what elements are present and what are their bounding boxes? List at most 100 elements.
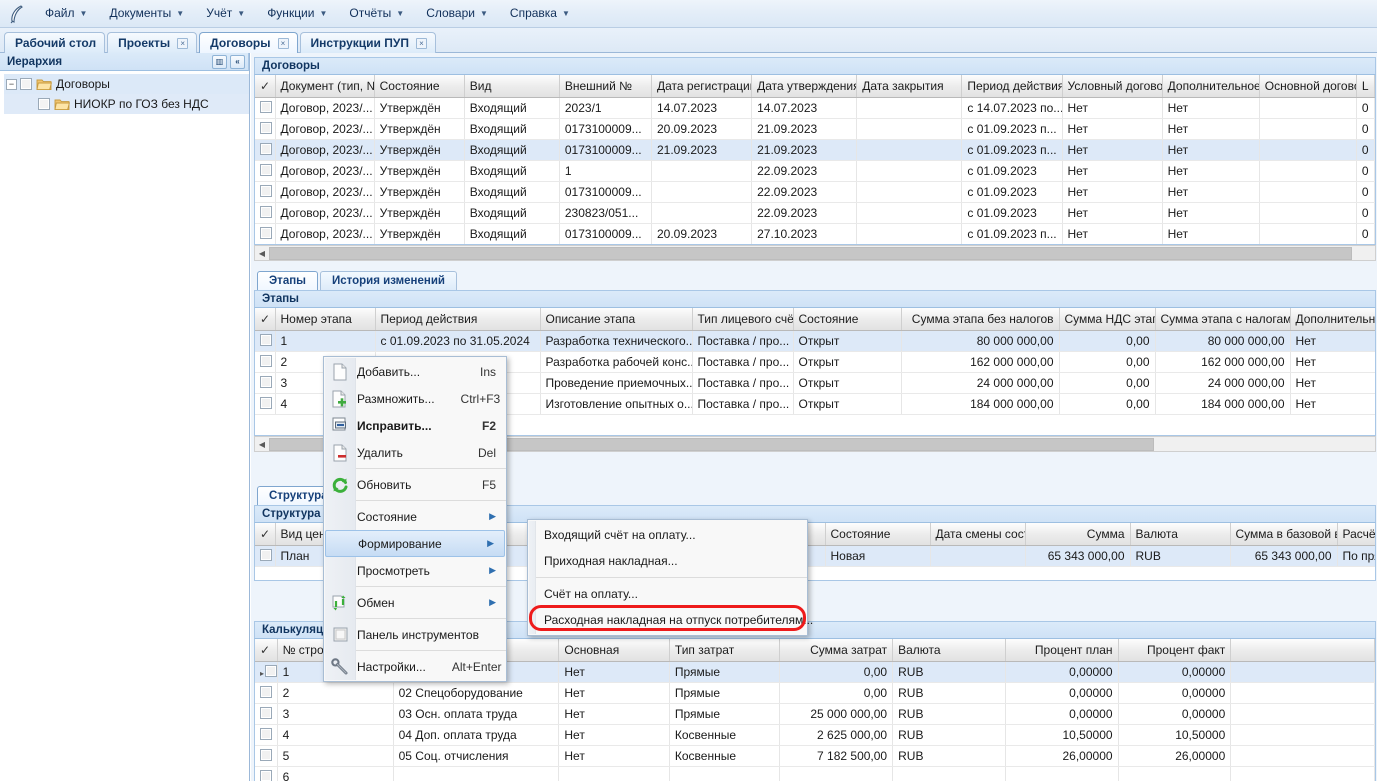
cell-period[interactable]: с 01.09.2023 по 31.05.2024 [375, 330, 541, 352]
column-header-closedate[interactable]: Дата закрытия [856, 75, 963, 98]
cell-tail[interactable]: 0 [1356, 97, 1375, 119]
cell-type[interactable]: Прямые [669, 661, 781, 683]
row-checkbox[interactable] [260, 549, 272, 561]
row-checkbox[interactable] [260, 227, 272, 239]
cell-acct[interactable]: Поставка / про... [692, 351, 794, 373]
cell-sum_no_tax[interactable]: 24 000 000,00 [901, 372, 1060, 394]
cell-fact[interactable]: 0,00000 [1118, 682, 1232, 704]
subtab-структура[interactable]: Структура [257, 486, 340, 505]
cell-sum_tax[interactable]: 184 000 000,00 [1155, 393, 1291, 415]
cell-sum[interactable]: 0,00 [779, 661, 894, 683]
cell-sum_tax[interactable]: 162 000 000,00 [1155, 351, 1291, 373]
column-header-period[interactable]: Период действия [375, 308, 541, 331]
cell-main[interactable] [1259, 223, 1357, 244]
cell-period[interactable]: с 01.09.2023 п... [961, 139, 1063, 161]
menu-item-3[interactable]: Функции ▼ [257, 2, 337, 25]
cell-conditional[interactable]: Нет [1062, 118, 1163, 140]
table-row[interactable]: 3 03 Осн. оплата труда Нет Прямые 25 000 000… [255, 703, 1375, 725]
cell-type[interactable] [669, 766, 781, 781]
table-row[interactable]: Договор, 2023/... Утверждён Входящий 2023/1… [255, 97, 1375, 119]
cell-appdate[interactable]: 27.10.2023 [751, 223, 858, 244]
cell-article[interactable]: 05 Соц. отчисления [393, 745, 560, 767]
cell-main[interactable]: Нет [558, 703, 670, 725]
menu-item-6[interactable]: Справка ▼ [500, 2, 580, 25]
scroll-left-icon[interactable]: ◀ [258, 248, 266, 258]
cell-plan[interactable]: 0,00000 [1005, 703, 1119, 725]
cell-main[interactable]: Нет [558, 745, 670, 767]
cell-appdate[interactable]: 22.09.2023 [751, 181, 858, 203]
row-checkbox[interactable] [260, 334, 272, 346]
cell-additional[interactable]: Нет [1290, 351, 1375, 373]
cell-article[interactable]: 04 Доп. оплата труда [393, 724, 560, 746]
formation-submenu[interactable]: Входящий счёт на оплату... Приходная накл… [527, 519, 813, 636]
cell-state[interactable]: Утверждён [374, 118, 465, 140]
cell-main[interactable]: Нет [558, 724, 670, 746]
cell-main[interactable] [1259, 118, 1357, 140]
cell-tail[interactable] [1230, 724, 1375, 746]
cell-additional[interactable]: Нет [1162, 160, 1260, 182]
cell-closedate[interactable] [856, 160, 963, 182]
scroll-left-icon[interactable]: ◀ [258, 439, 266, 449]
cell-regdate[interactable]: 20.09.2023 [651, 118, 753, 140]
submenu-item-3[interactable]: Счёт на оплату... [528, 581, 807, 607]
cell-regdate[interactable]: 14.07.2023 [651, 97, 753, 119]
row-checkbox-cell[interactable] [255, 351, 276, 373]
row-checkbox-cell[interactable] [255, 745, 278, 767]
row-checkbox-cell[interactable] [255, 139, 276, 161]
column-header-base_sum[interactable]: Сумма в базовой в [1230, 523, 1338, 546]
cell-tail[interactable] [1230, 766, 1375, 781]
cell-additional[interactable]: Нет [1162, 223, 1260, 244]
collapse-icon[interactable]: « [230, 54, 245, 69]
cell-regdate[interactable]: 21.09.2023 [651, 139, 753, 161]
cell-kind[interactable]: Входящий [464, 160, 560, 182]
row-checkbox-cell[interactable] [255, 202, 276, 224]
row-checkbox-cell[interactable] [255, 181, 276, 203]
tree-node-0[interactable]: − Договоры [4, 74, 249, 94]
tab-2[interactable]: Договоры × [199, 32, 298, 53]
table-row[interactable]: Договор, 2023/... Утверждён Входящий 017310… [255, 181, 1375, 203]
row-checkbox-cell[interactable] [255, 682, 278, 704]
table-row[interactable]: 5 05 Соц. отчисления Нет Косвенные 7 182 500… [255, 745, 1375, 767]
cell-main[interactable]: Нет [558, 682, 670, 704]
context-menu-item-9[interactable]: Просмотреть ▶ [324, 557, 506, 584]
cell-period[interactable]: с 01.09.2023 п... [961, 118, 1063, 140]
cell-descr[interactable]: Проведение приемочных... [540, 372, 693, 394]
cell-state[interactable]: Открыт [793, 330, 902, 352]
cell-num[interactable]: 6 [277, 766, 394, 781]
cell-closedate[interactable] [856, 202, 963, 224]
cell-num[interactable]: 3 [277, 703, 394, 725]
cell-regdate[interactable] [651, 181, 753, 203]
row-checkbox[interactable] [260, 707, 272, 719]
column-header-state[interactable]: Состояние [825, 523, 931, 546]
cell-extnum[interactable]: 0173100009... [559, 223, 652, 244]
cell-kind[interactable]: Входящий [464, 181, 560, 203]
cell-currency[interactable]: RUB [1130, 545, 1231, 567]
column-header-period[interactable]: Период действия.. [961, 75, 1063, 98]
column-header-extnum[interactable]: Внешний № [559, 75, 652, 98]
column-header-type[interactable]: Тип затрат [669, 639, 781, 662]
context-menu-item-13[interactable]: Панель инструментов [324, 621, 506, 648]
cell-closedate[interactable] [856, 139, 963, 161]
cell-fact[interactable]: 0,00000 [1118, 703, 1232, 725]
cell-tail[interactable] [1230, 745, 1375, 767]
column-header-state[interactable]: Состояние [793, 308, 902, 331]
cell-currency[interactable]: RUB [892, 703, 1006, 725]
row-checkbox[interactable] [260, 686, 272, 698]
row-checkbox-cell[interactable] [255, 372, 276, 394]
row-checkbox[interactable] [260, 143, 272, 155]
tree-node-1[interactable]: НИОКР по ГОЗ без НДС [4, 94, 249, 114]
context-menu-item-15[interactable]: Настройки... Alt+Enter [324, 653, 506, 680]
row-checkbox[interactable] [260, 728, 272, 740]
cell-kind[interactable]: Входящий [464, 223, 560, 244]
cell-period[interactable]: с 01.09.2023 [961, 202, 1063, 224]
cell-fact[interactable] [1118, 766, 1232, 781]
find-icon[interactable]: ▥ [212, 54, 227, 69]
tab-1[interactable]: Проекты × [107, 32, 198, 53]
cell-state[interactable]: Утверждён [374, 139, 465, 161]
cell-conditional[interactable]: Нет [1062, 97, 1163, 119]
cell-sum[interactable]: 0,00 [779, 682, 894, 704]
cell-tail[interactable]: 0 [1356, 202, 1375, 224]
cell-descr[interactable]: Разработка рабочей конс... [540, 351, 693, 373]
cell-main[interactable] [1259, 202, 1357, 224]
cell-type[interactable]: Косвенные [669, 724, 781, 746]
